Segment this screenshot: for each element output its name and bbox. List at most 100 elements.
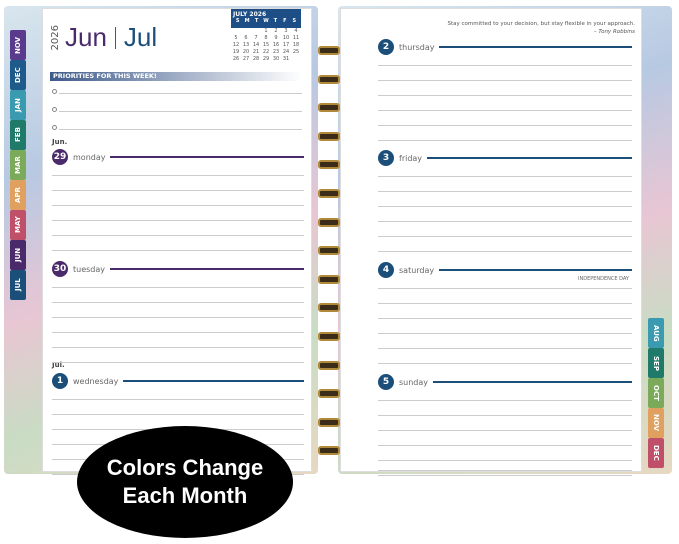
writing-line [378,206,632,207]
day-number: 5 [378,374,394,390]
day-header: 4 saturday [378,262,632,278]
priority-bullet [52,89,57,94]
calendar-day [251,28,261,35]
weekday-label: T [273,18,278,24]
writing-line [378,140,632,141]
right-page [340,8,642,472]
day-header: 1 wednesday [52,373,304,389]
day-number: 29 [52,149,68,165]
calendar-day: 14 [252,42,260,48]
day-number: 1 [52,373,68,389]
spiral-ring [318,131,340,141]
tab-nov[interactable]: NOV [10,30,26,60]
writing-line [378,176,632,177]
mini-calendar-title: JULY 2026 [233,11,267,18]
writing-line [378,348,632,349]
left-page [42,8,312,472]
calendar-day: 16 [272,42,280,48]
writing-line [378,95,632,96]
writing-line [378,80,632,81]
tab-mar[interactable]: MAR [10,150,26,180]
writing-line [378,251,632,252]
calendar-day: 7 [254,35,258,41]
day-divider [439,46,632,48]
day-header: 30 tuesday [52,261,304,277]
writing-line [378,288,632,289]
calendar-day: 9 [274,35,278,41]
writing-line [378,445,632,446]
calendar-day: 5 [234,35,238,41]
writing-line [378,125,632,126]
writing-line [378,363,632,364]
writing-line [378,65,632,66]
weekday-label: W [263,18,269,24]
tab-dec[interactable]: DEC [648,438,664,468]
calendar-day: 29 [262,56,270,62]
calendar-day: 31 [282,56,290,62]
weekday-label: T [254,18,259,24]
writing-line [52,362,304,363]
spiral-ring [318,46,340,55]
divider [114,26,116,49]
month-label: Jul. [52,361,65,369]
day-name: monday [73,152,106,162]
calendar-day: 17 [282,42,290,48]
holiday-label: INDEPENDENCE DAY [578,276,629,282]
quote: Stay committed to your decision, but sta… [447,21,635,35]
calendar-day: 23 [272,49,280,55]
writing-line [52,317,304,318]
priorities-header: PRIORITIES FOR THIS WEEK! [50,72,302,81]
day-name: thursday [399,42,435,52]
calendar-day: 28 [252,56,260,62]
weekday-label: M [244,18,250,24]
day-divider [110,156,304,158]
calendar-day: 26 [232,56,240,62]
writing-line [378,333,632,334]
tab-apr[interactable]: APR [10,180,26,210]
tab-aug[interactable]: AUG [648,318,664,348]
right-month-tabs: AUG SEP OCT NOV DEC [648,318,664,468]
month-label: Jun. [52,138,68,146]
writing-line [378,191,632,192]
day-number: 2 [378,39,394,55]
tab-may[interactable]: MAY [10,210,26,240]
calendar-day: 18 [292,42,300,48]
day-name: wednesday [73,376,119,386]
tab-sep[interactable]: SEP [648,348,664,378]
tab-jul[interactable]: JUL [10,270,26,300]
calendar-day: 24 [282,49,290,55]
writing-line [52,414,304,415]
day-name: saturday [399,265,435,275]
calendar-day: 15 [262,42,270,48]
writing-line [52,190,304,191]
priority-bullet [52,107,57,112]
left-month-tabs: NOV DEC JAN FEB MAR APR MAY JUN JUL [10,30,26,300]
calendar-day: 22 [262,49,270,55]
writing-line [52,399,304,400]
tab-nov[interactable]: NOV [648,408,664,438]
spiral-ring [318,446,340,456]
tab-jun[interactable]: JUN [10,240,26,270]
spiral-ring [318,74,340,84]
calendar-day: 12 [232,42,240,48]
year-label: 2026 [50,24,61,51]
tab-oct[interactable]: OCT [648,378,664,408]
spiral-ring [318,103,340,113]
calendar-day [231,28,241,35]
month-june: Jun [65,22,107,52]
spiral-ring [318,189,340,198]
day-name: tuesday [73,264,106,274]
tab-feb[interactable]: FEB [10,120,26,150]
calendar-day: 1 [264,28,268,34]
day-number: 30 [52,261,68,277]
calendar-day: 6 [244,35,248,41]
writing-line [52,347,304,348]
tab-dec[interactable]: DEC [10,60,26,90]
calendar-day [241,28,251,35]
tab-jan[interactable]: JAN [10,90,26,120]
weekday-label: S [292,18,297,24]
spiral-ring [318,160,340,170]
month-july: Jul [123,22,158,52]
colors-badge: Colors Change Each Month [77,426,293,538]
calendar-day: 4 [294,28,298,34]
